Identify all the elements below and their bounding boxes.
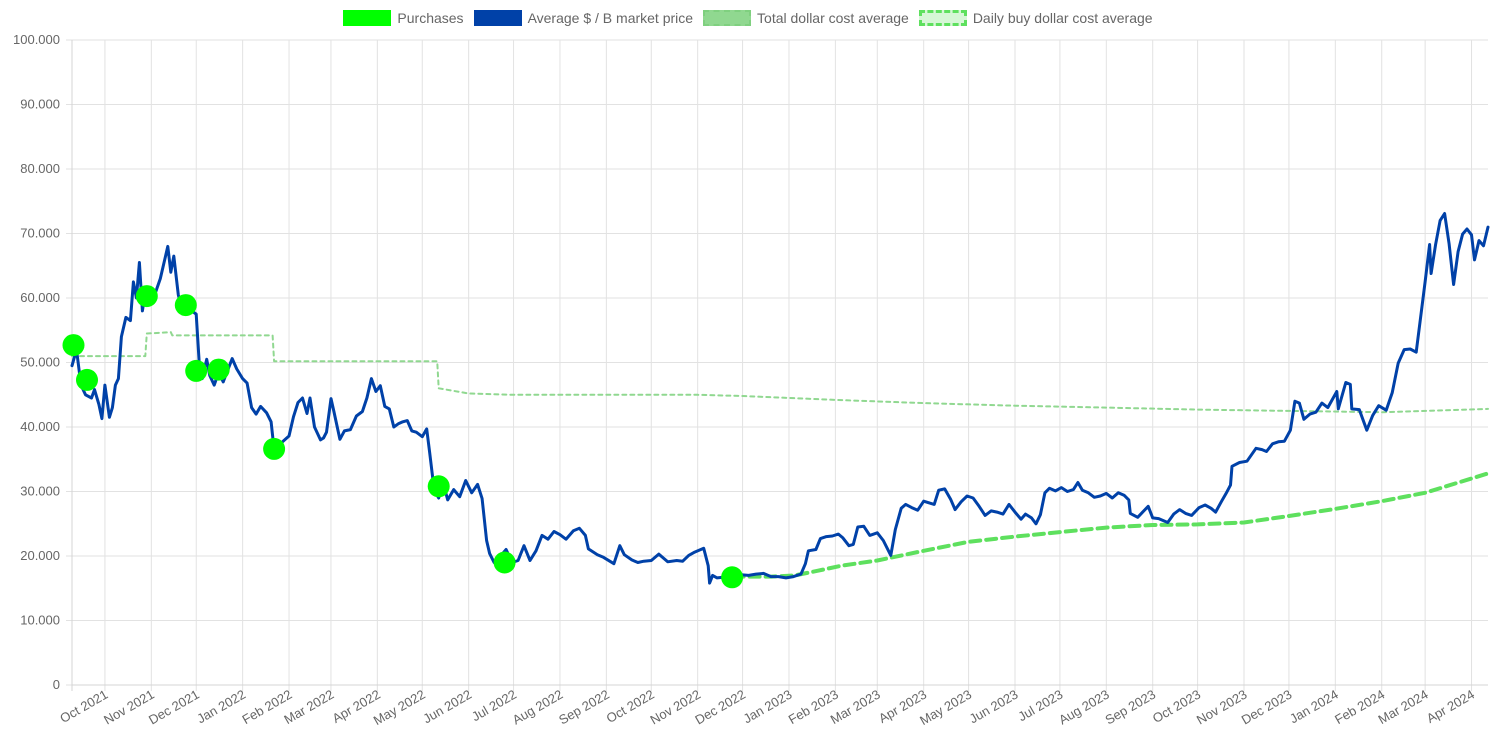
y-tick-label: 50.000: [20, 355, 60, 370]
y-axis: 0 10.000 20.000 30.000 40.000 50.000 60.000 70.…: [13, 32, 60, 692]
x-tick-label: Oct 2021: [57, 687, 110, 726]
legend-item-purchases[interactable]: Purchases: [343, 10, 464, 26]
legend-label-total-dca: Total dollar cost average: [757, 10, 909, 26]
y-tick-label: 0: [53, 677, 60, 692]
purchase-markers: [62, 285, 744, 589]
purchase-point[interactable]: [427, 475, 450, 498]
x-tick-label: Dec 2023: [1239, 687, 1295, 728]
x-tick-label: Jun 2022: [420, 687, 474, 727]
x-tick-label: Jan 2024: [1287, 687, 1341, 727]
purchase-point[interactable]: [263, 437, 286, 460]
x-tick-label: May 2022: [371, 687, 428, 729]
purchase-point[interactable]: [493, 551, 516, 574]
x-tick-label: Oct 2023: [1150, 687, 1203, 726]
legend-swatch-market-price: [473, 10, 522, 26]
series-total-dca-line: [71, 331, 1489, 414]
purchase-point[interactable]: [62, 334, 85, 357]
x-tick-label: Apr 2024: [1424, 687, 1477, 726]
legend-item-market-price[interactable]: Average $ / B market price: [473, 10, 694, 26]
purchase-point[interactable]: [207, 358, 230, 381]
legend-item-daily-dca[interactable]: Daily buy dollar cost average: [918, 10, 1153, 26]
grid: [66, 39, 1488, 691]
legend-label-daily-dca: Daily buy dollar cost average: [972, 10, 1153, 26]
y-tick-label: 90.000: [20, 97, 60, 112]
x-tick-label: Sep 2022: [556, 687, 612, 728]
chart-legend: Purchases Average $ / B market price Tot…: [0, 10, 1496, 26]
series-group: [70, 212, 1490, 585]
x-tick-label: Sep 2023: [1102, 687, 1158, 728]
series-daily-dca-line: [731, 471, 1490, 579]
x-tick-label: Mar 2024: [1376, 687, 1431, 727]
x-tick-label: Nov 2023: [1194, 687, 1250, 728]
x-tick-label: Oct 2022: [604, 687, 657, 726]
x-tick-label: Dec 2021: [146, 687, 202, 728]
y-tick-label: 80.000: [20, 161, 60, 176]
x-tick-label: Jun 2023: [967, 687, 1021, 727]
x-tick-label: Jan 2023: [741, 687, 795, 727]
x-tick-label: Nov 2021: [101, 687, 157, 728]
y-tick-label: 40.000: [20, 419, 60, 434]
x-tick-label: Dec 2022: [692, 687, 748, 728]
purchase-point[interactable]: [185, 359, 208, 382]
y-tick-label: 20.000: [20, 548, 60, 563]
purchase-point[interactable]: [135, 285, 158, 308]
legend-swatch-daily-dca: [918, 10, 967, 26]
y-tick-label: 10.000: [20, 613, 60, 628]
y-tick-label: 100.000: [13, 32, 60, 47]
purchase-point[interactable]: [174, 294, 197, 317]
legend-item-total-dca[interactable]: Total dollar cost average: [703, 10, 909, 26]
legend-swatch-purchases: [343, 10, 392, 26]
x-tick-label: Aug 2022: [510, 687, 566, 728]
legend-swatch-total-dca: [703, 10, 752, 26]
x-tick-label: May 2023: [917, 687, 974, 729]
x-tick-label: Jan 2022: [194, 687, 248, 727]
x-tick-label: Aug 2023: [1056, 687, 1112, 728]
legend-label-purchases: Purchases: [397, 10, 464, 26]
x-tick-label: Nov 2022: [647, 687, 703, 728]
purchase-point[interactable]: [721, 566, 744, 589]
series-market-price-line: [70, 212, 1490, 585]
y-tick-label: 30.000: [20, 484, 60, 499]
legend-label-market-price: Average $ / B market price: [527, 10, 694, 26]
y-tick-label: 70.000: [20, 226, 60, 241]
purchase-point[interactable]: [76, 368, 98, 391]
y-tick-label: 60.000: [20, 290, 60, 305]
